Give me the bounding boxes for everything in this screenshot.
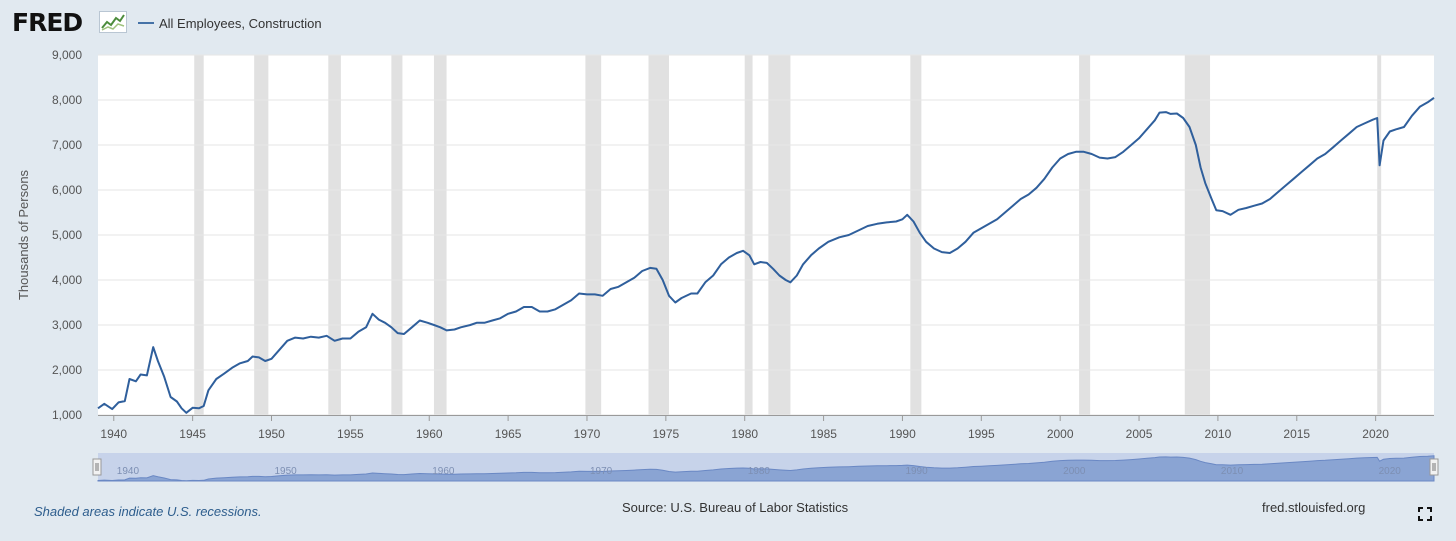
navigator-tick-label: 2020 [1379, 466, 1402, 477]
x-tick-label: 2010 [1205, 427, 1232, 441]
y-tick-label: 4,000 [52, 273, 82, 287]
y-tick-label: 5,000 [52, 228, 82, 242]
x-tick-label: 1995 [968, 427, 995, 441]
source-text: Source: U.S. Bureau of Labor Statistics [622, 500, 849, 515]
series-line [97, 96, 1435, 414]
x-tick-label: 2020 [1362, 427, 1389, 441]
recession-note: Shaded areas indicate U.S. recessions. [34, 504, 262, 519]
series-layer [97, 96, 1435, 414]
x-tick-label: 1965 [495, 427, 522, 441]
navigator-tick-label: 2010 [1221, 466, 1244, 477]
x-tick-label: 1955 [337, 427, 364, 441]
navigator-tick-label: 2000 [1063, 466, 1086, 477]
x-tick-label: 2015 [1283, 427, 1310, 441]
y-tick-label: 9,000 [52, 48, 82, 62]
x-tick-label: 1945 [179, 427, 206, 441]
navigator-tick-label: 1960 [432, 466, 455, 477]
legend-swatch [138, 22, 154, 24]
x-tick-label: 2000 [1047, 427, 1074, 441]
navigator-series-area [97, 455, 1435, 482]
chart-legend: All Employees, Construction [138, 13, 322, 33]
x-tick-label: 1985 [810, 427, 837, 441]
range-navigator[interactable]: 1940 1950 1960 1970 1980 1990 2000 2010 2020 [92, 453, 1439, 482]
x-tick-label: 2005 [1126, 427, 1153, 441]
navigator-tick-label: 1950 [275, 466, 298, 477]
navigator-tick-label: 1970 [590, 466, 613, 477]
x-tick-label: 1970 [574, 427, 601, 441]
y-tick-label: 2,000 [52, 363, 82, 377]
site-link[interactable]: fred.stlouisfed.org [1262, 500, 1366, 515]
navigator-ticks: 1940 1950 1960 1970 1980 1990 2000 2010 2020 [117, 466, 1402, 477]
x-tick-label: 1975 [652, 427, 679, 441]
navigator-tick-label: 1940 [117, 466, 140, 477]
fullscreen-icon[interactable] [1418, 507, 1432, 521]
y-axis-label: Thousands of Persons [16, 169, 31, 300]
y-tick-label: 1,000 [52, 408, 82, 422]
y-tick-label: 7,000 [52, 138, 82, 152]
y-tick-label: 6,000 [52, 183, 82, 197]
navigator-left-handle[interactable] [92, 458, 102, 476]
y-tick-label: 8,000 [52, 93, 82, 107]
line-chart-icon [99, 11, 127, 33]
x-tick-label: 1980 [731, 427, 758, 441]
x-tick-label: 1990 [889, 427, 916, 441]
navigator-tick-label: 1980 [748, 466, 771, 477]
legend-series-label: All Employees, Construction [159, 15, 322, 31]
fred-logo[interactable]: FRED [12, 8, 83, 37]
navigator-right-handle[interactable] [1429, 458, 1439, 476]
y-tick-label: 3,000 [52, 318, 82, 332]
y-axis: 1,000 2,000 3,000 4,000 5,000 6,000 7,000 8,000… [52, 48, 82, 422]
x-axis: 1940 1945 1950 1955 1960 1965 1970 1975 1980 1985… [98, 415, 1434, 441]
x-tick-label: 1950 [258, 427, 285, 441]
navigator-tick-label: 1990 [905, 466, 928, 477]
x-tick-label: 1960 [416, 427, 443, 441]
x-tick-label: 1940 [100, 427, 127, 441]
